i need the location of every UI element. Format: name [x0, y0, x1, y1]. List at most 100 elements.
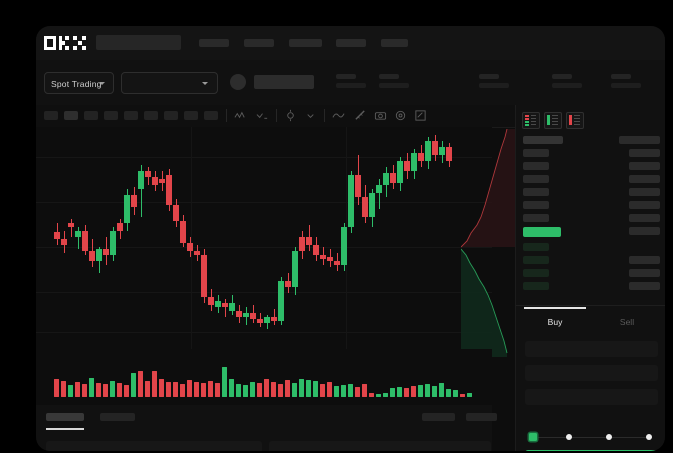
- timeframe-0[interactable]: [44, 111, 58, 120]
- amount-percent-stepper[interactable]: [516, 425, 665, 451]
- timeframe-4[interactable]: [124, 111, 138, 120]
- volume-bar: [180, 384, 185, 397]
- tab-open-orders[interactable]: [46, 413, 84, 421]
- refresh-icon[interactable]: [394, 109, 407, 122]
- candle-body: [138, 171, 144, 189]
- nav-item-2[interactable]: [244, 39, 274, 47]
- orderbook-view-asks[interactable]: [566, 112, 584, 129]
- place-order-button[interactable]: [525, 450, 658, 451]
- volume-bar: [110, 381, 115, 397]
- price-field[interactable]: [525, 365, 658, 381]
- orderbook-view-both[interactable]: [522, 112, 540, 129]
- line-chart-icon[interactable]: [332, 109, 345, 122]
- orderbook-view-bids[interactable]: [544, 112, 562, 129]
- candle-body: [383, 173, 389, 185]
- chart-gridline: [36, 292, 492, 293]
- timeframe-1[interactable]: [64, 111, 78, 120]
- volume-bar: [215, 383, 220, 397]
- stepper-dot-2[interactable]: [606, 434, 612, 440]
- orderbook-last-price[interactable]: [523, 227, 561, 237]
- stepper-dot-1[interactable]: [566, 434, 572, 440]
- candle-body: [271, 317, 277, 321]
- orderbook-ask-row[interactable]: [523, 201, 549, 209]
- volume-bar: [404, 388, 409, 397]
- orderbook-ask-amount: [629, 201, 660, 209]
- volume-bar: [117, 383, 122, 397]
- nav-placeholder-search[interactable]: [96, 35, 181, 50]
- timeframe-3[interactable]: [104, 111, 118, 120]
- bottom-action-2[interactable]: [466, 413, 497, 421]
- timeframe-2[interactable]: [84, 111, 98, 120]
- candlestick-chart[interactable]: [36, 127, 492, 349]
- stat-label-4: [552, 74, 572, 79]
- candle-body: [82, 231, 88, 251]
- ruler-icon[interactable]: [354, 109, 367, 122]
- volume-bar: [313, 381, 318, 397]
- settings-icon[interactable]: [284, 109, 297, 122]
- bottom-panel-left[interactable]: [46, 441, 262, 451]
- timeframe-5[interactable]: [144, 111, 158, 120]
- orderbook-bid-row[interactable]: [523, 256, 549, 264]
- candle-body: [278, 281, 284, 321]
- timeframe-7[interactable]: [184, 111, 198, 120]
- timeframe-8[interactable]: [204, 111, 218, 120]
- orderbook-bid-row[interactable]: [523, 269, 549, 277]
- orderbook-col-price: [523, 136, 563, 144]
- stat-label-1: [336, 74, 356, 79]
- orderbook-ask-row[interactable]: [523, 149, 549, 157]
- okx-logo[interactable]: [44, 36, 88, 50]
- fullscreen-icon[interactable]: [414, 109, 427, 122]
- indicator-icon[interactable]: [234, 109, 247, 122]
- bottom-action-1[interactable]: [422, 413, 455, 421]
- candle-body: [96, 249, 102, 261]
- orderbook-bid-row[interactable]: [523, 243, 549, 251]
- bottom-panel-right[interactable]: [269, 441, 491, 451]
- chart-gridline-v: [191, 127, 192, 349]
- tab-active-underline: [46, 428, 84, 430]
- candle-body: [292, 251, 298, 287]
- orderbook-ask-row[interactable]: [523, 175, 549, 183]
- volume-bar: [166, 382, 171, 397]
- tab-order-history[interactable]: [100, 413, 135, 421]
- chevron-down-icon[interactable]: [304, 109, 317, 122]
- nav-item-1[interactable]: [199, 39, 229, 47]
- nav-item-4[interactable]: [336, 39, 366, 47]
- mode-selector[interactable]: Spot Trading: [44, 72, 114, 94]
- volume-bar: [173, 382, 178, 397]
- toolbar-divider-3: [324, 109, 325, 122]
- pair-selector[interactable]: [121, 72, 218, 94]
- volume-bar: [299, 379, 304, 397]
- candle-body: [446, 147, 452, 161]
- volume-bar: [208, 381, 213, 397]
- orderbook-ask-row[interactable]: [523, 188, 549, 196]
- orderbook-ask-row[interactable]: [523, 214, 549, 222]
- orderbook-ask-amount: [629, 162, 660, 170]
- buy-sell-tabs: Buy Sell: [516, 305, 665, 336]
- camera-icon[interactable]: [374, 109, 387, 122]
- orderbook-ask-amount: [629, 188, 660, 196]
- coin-avatar: [230, 74, 246, 90]
- candle-body: [194, 251, 200, 255]
- candle-body: [187, 243, 193, 251]
- orderbook-trade-panel: Buy Sell: [515, 105, 665, 451]
- volume-bar: [61, 381, 66, 397]
- volume-bar: [243, 385, 248, 397]
- order-type-field[interactable]: [525, 341, 658, 357]
- volume-bar: [257, 383, 262, 397]
- stepper-dot-3[interactable]: [646, 434, 652, 440]
- orderbook-bid-row[interactable]: [523, 282, 549, 290]
- nav-item-3[interactable]: [289, 39, 322, 47]
- nav-item-5[interactable]: [381, 39, 408, 47]
- tab-sell[interactable]: Sell: [619, 317, 635, 327]
- amount-field[interactable]: [525, 389, 658, 405]
- stepper-dot-0[interactable]: [529, 433, 537, 441]
- compare-icon[interactable]: [256, 109, 269, 122]
- volume-bar: [467, 393, 472, 397]
- volume-bar: [439, 383, 444, 397]
- timeframe-6[interactable]: [164, 111, 178, 120]
- chart-gridline: [36, 157, 492, 158]
- tab-buy[interactable]: Buy: [547, 317, 563, 327]
- candle-body: [306, 237, 312, 245]
- volume-bar: [411, 386, 416, 397]
- orderbook-ask-row[interactable]: [523, 162, 549, 170]
